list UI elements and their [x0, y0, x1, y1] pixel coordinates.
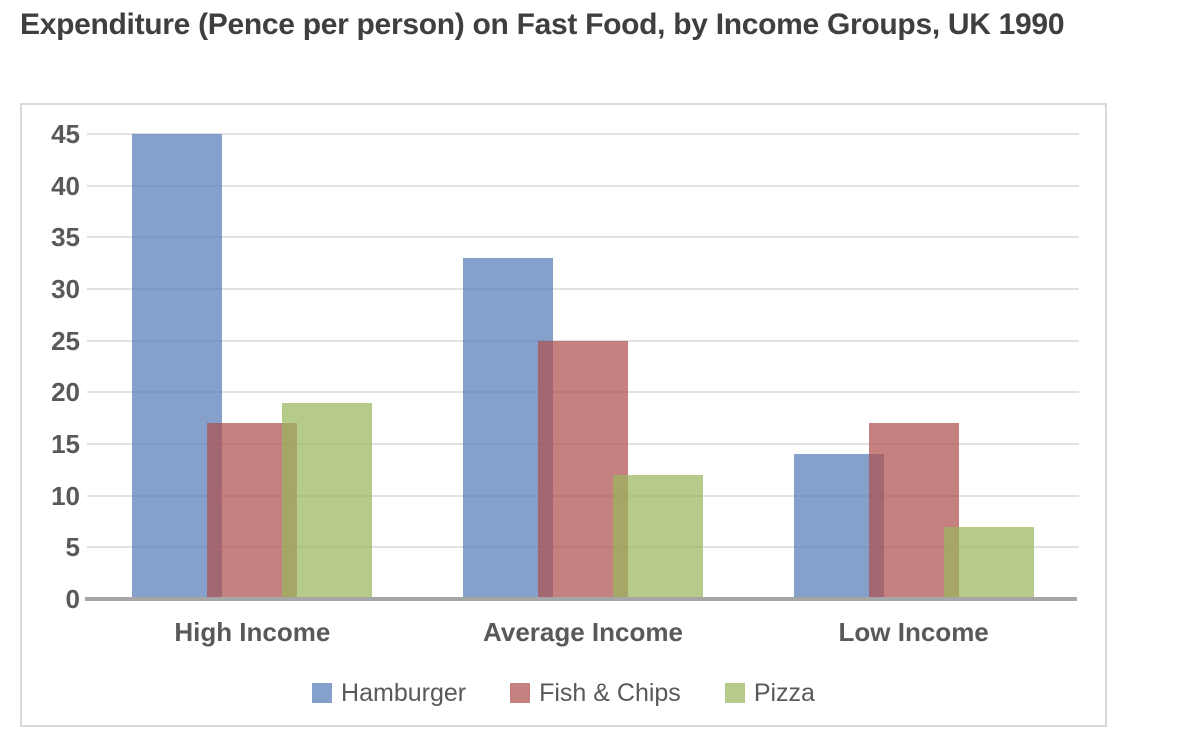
bar-pizza-average-income — [613, 475, 703, 599]
chart-area: 0 5 10 15 20 25 30 35 40 45 High Income Average Inc… — [20, 103, 1107, 727]
y-axis-tick-label: 25 — [51, 325, 80, 356]
legend-label: Pizza — [753, 679, 815, 707]
gridline — [87, 184, 1079, 187]
bar-pizza-low-income — [943, 526, 1034, 599]
y-axis-tick-label: 20 — [51, 377, 80, 408]
y-axis-tick-label: 0 — [65, 584, 80, 614]
gridline — [87, 288, 1079, 290]
y-axis-tick-label: 40 — [51, 170, 80, 201]
legend-item-fish-chips: Fish & Chips — [510, 679, 681, 707]
legend-label: Fish & Chips — [539, 679, 681, 707]
chart-title: Expenditure (Pence per person) on Fast F… — [20, 8, 1065, 41]
y-axis-tick-label: 35 — [51, 222, 80, 253]
legend-label: Hamburger — [341, 679, 467, 707]
plot-area: 0 5 10 15 20 25 30 35 40 45 High Income Average Inc… — [22, 105, 1105, 725]
gridline — [87, 133, 1079, 135]
legend: Hamburger Fish & Chips Pizza — [22, 679, 1105, 707]
y-axis-tick-label: 15 — [51, 429, 80, 459]
y-axis-tick-label: 5 — [65, 532, 80, 563]
legend-item-hamburger: Hamburger — [312, 679, 466, 707]
x-axis-line — [85, 597, 1077, 601]
gridline — [87, 236, 1079, 239]
category-label-high-income: High Income — [174, 617, 331, 647]
legend-swatch-hamburger — [312, 683, 333, 703]
category-label-average-income: Average Income — [483, 617, 683, 647]
legend-item-pizza: Pizza — [724, 679, 815, 707]
category-label-low-income: Low Income — [838, 617, 989, 647]
y-axis-tick-label: 30 — [51, 274, 80, 304]
legend-swatch-fish-chips — [510, 683, 531, 703]
y-axis-tick-label: 45 — [51, 119, 80, 149]
y-axis-tick-label: 10 — [51, 480, 80, 511]
bar-pizza-high-income — [282, 402, 373, 599]
legend-swatch-pizza — [724, 683, 745, 703]
